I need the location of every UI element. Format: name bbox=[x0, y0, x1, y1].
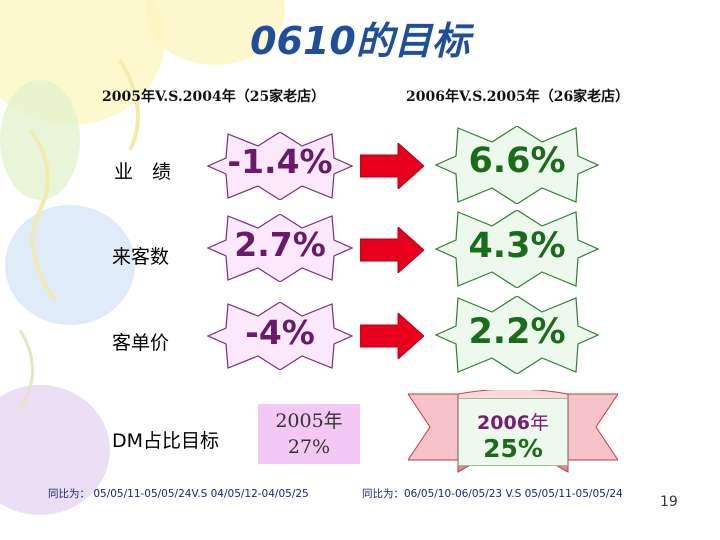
target-value-sales: 6.6% bbox=[468, 141, 566, 181]
dm-target-year-suffix: 年 bbox=[529, 412, 549, 434]
streamer-decoration bbox=[18, 329, 34, 411]
prev-value-seal bbox=[206, 214, 354, 282]
left-column-header: 2005年V.S.2004年（25家老店） bbox=[102, 89, 326, 105]
page-number: 19 bbox=[660, 494, 678, 510]
prev-value-unit-price: -4% bbox=[245, 313, 315, 352]
balloon-yellow-decoration bbox=[145, 0, 285, 65]
streamer-decoration bbox=[28, 128, 57, 302]
balloon-green-decoration bbox=[0, 80, 80, 200]
dm-prev-year: 2005年 bbox=[275, 410, 343, 432]
target-value-seal bbox=[434, 296, 600, 374]
footer-right-note: 同比为：06/05/10-06/05/23 V.S 05/05/11-05/05… bbox=[362, 488, 623, 500]
streamer-decoration bbox=[118, 58, 140, 151]
target-value-seal bbox=[434, 210, 600, 288]
prev-value-sales: -1.4% bbox=[227, 142, 333, 181]
arrow-right-icon bbox=[360, 143, 424, 189]
row-label-dm: DM占比目标 bbox=[112, 430, 220, 452]
balloon-purple-decoration bbox=[0, 385, 110, 515]
dm-prev-box: 2005年 27% bbox=[258, 404, 360, 464]
dm-target-panel bbox=[458, 398, 568, 466]
row-label-sales: 业 绩 bbox=[114, 161, 172, 183]
footer-left-note: 同比为： 05/05/11-05/05/24V.S 04/05/12-04/05… bbox=[48, 488, 309, 500]
balloon-blue-decoration bbox=[5, 205, 135, 325]
dm-target-year-number: 2006 bbox=[477, 412, 530, 434]
row-label-customers: 来客数 bbox=[112, 246, 170, 268]
prev-value-seal bbox=[206, 302, 354, 370]
prev-value-seal bbox=[206, 132, 354, 200]
page-title: 0610的目标 bbox=[250, 19, 470, 63]
prev-value-customers: 2.7% bbox=[234, 225, 326, 264]
arrow-right-icon bbox=[360, 313, 424, 359]
target-value-unit-price: 2.2% bbox=[468, 312, 566, 352]
target-value-seal bbox=[434, 126, 600, 204]
arrow-right-icon bbox=[360, 227, 424, 273]
dm-target-year: 2006年 bbox=[458, 408, 568, 435]
right-column-header: 2006年V.S.2005年（26家老店） bbox=[406, 89, 630, 105]
row-label-unit-price: 客单价 bbox=[112, 332, 170, 354]
target-value-customers: 4.3% bbox=[468, 226, 566, 266]
dm-target-value: 25% bbox=[483, 434, 543, 463]
dm-prev-value: 27% bbox=[287, 436, 331, 458]
